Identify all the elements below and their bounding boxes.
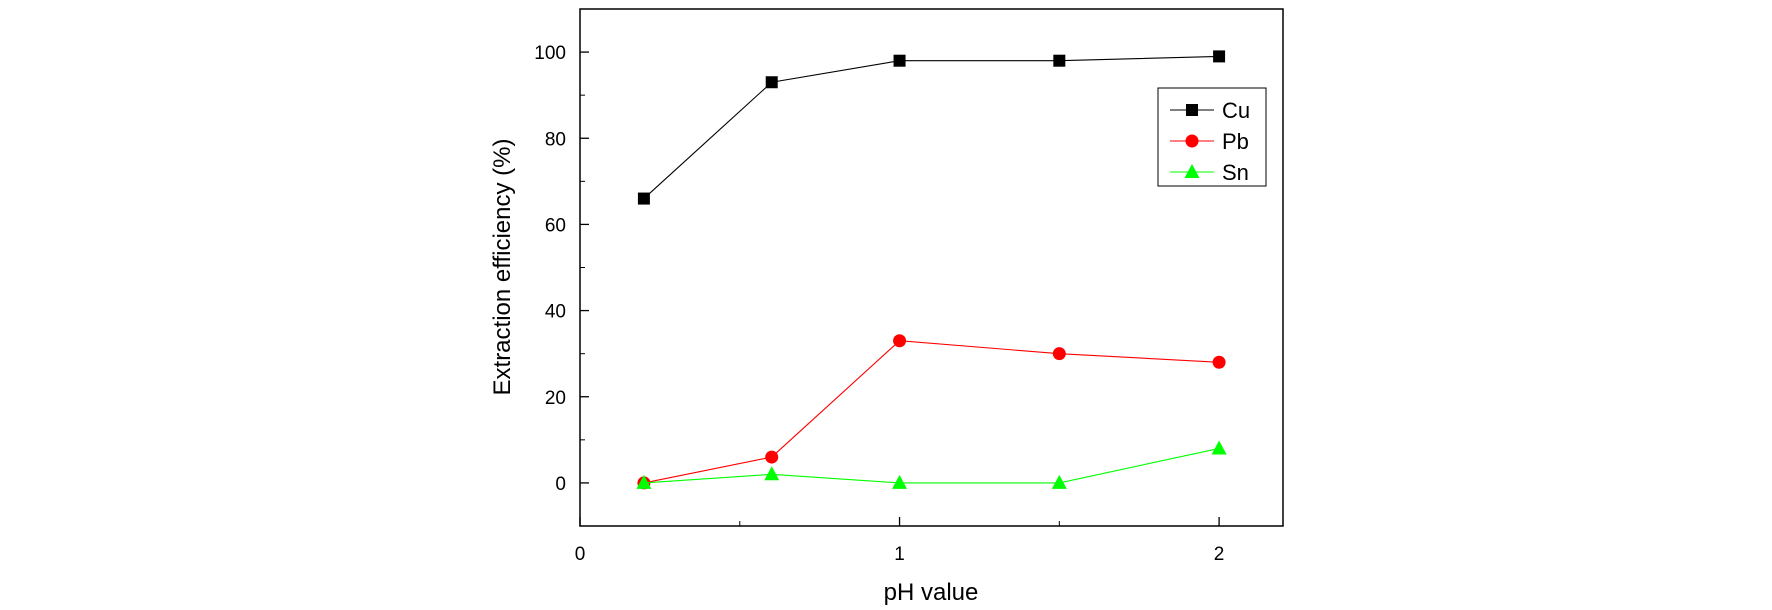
legend-marker-pb bbox=[1185, 134, 1199, 148]
y-tick-label: 60 bbox=[545, 215, 566, 236]
legend-box bbox=[1157, 87, 1267, 187]
data-point-cu bbox=[637, 192, 650, 205]
series-layer bbox=[636, 50, 1227, 490]
data-point-pb bbox=[1052, 347, 1066, 361]
data-point-pb bbox=[1212, 355, 1226, 369]
data-point-sn bbox=[636, 474, 652, 489]
x-tick-label: 2 bbox=[1214, 544, 1225, 565]
data-point-cu bbox=[1053, 54, 1066, 67]
data-point-cu bbox=[765, 76, 778, 89]
data-point-sn bbox=[1211, 440, 1227, 455]
y-tick-label: 40 bbox=[545, 302, 566, 323]
x-tick-label: 1 bbox=[894, 544, 905, 565]
series-line-pb bbox=[643, 340, 1220, 484]
data-point-pb bbox=[765, 450, 779, 464]
x-axis: 0 1 2 bbox=[575, 517, 1225, 565]
y-axis: 0 20 40 60 80 100 bbox=[534, 8, 589, 527]
y-tick-label: 20 bbox=[545, 388, 566, 409]
data-point-pb bbox=[893, 334, 907, 348]
legend-label-pb: Pb bbox=[1222, 129, 1249, 154]
legend-label-sn: Sn bbox=[1222, 160, 1249, 185]
x-tick-label: 0 bbox=[575, 544, 586, 565]
data-point-sn bbox=[1051, 474, 1067, 489]
y-axis-title: Extraction efficiency (%) bbox=[489, 139, 516, 396]
legend-label-cu: Cu bbox=[1222, 98, 1250, 123]
data-point-sn bbox=[764, 466, 780, 481]
data-point-cu bbox=[1213, 50, 1226, 63]
series-line-cu bbox=[643, 55, 1220, 199]
plot-area-frame bbox=[579, 8, 1284, 527]
data-point-cu bbox=[893, 54, 906, 67]
legend-marker-sn bbox=[1184, 164, 1200, 178]
legend: Cu Pb Sn bbox=[1157, 87, 1267, 187]
series-sn bbox=[636, 440, 1227, 489]
legend-marker-cu bbox=[1186, 104, 1198, 116]
series-cu bbox=[637, 50, 1226, 205]
y-tick-label: 80 bbox=[545, 129, 566, 150]
x-axis-title: pH value bbox=[884, 579, 979, 606]
y-tick-label: 100 bbox=[534, 43, 566, 64]
y-tick-label: 0 bbox=[555, 474, 566, 495]
data-point-sn bbox=[892, 474, 908, 489]
